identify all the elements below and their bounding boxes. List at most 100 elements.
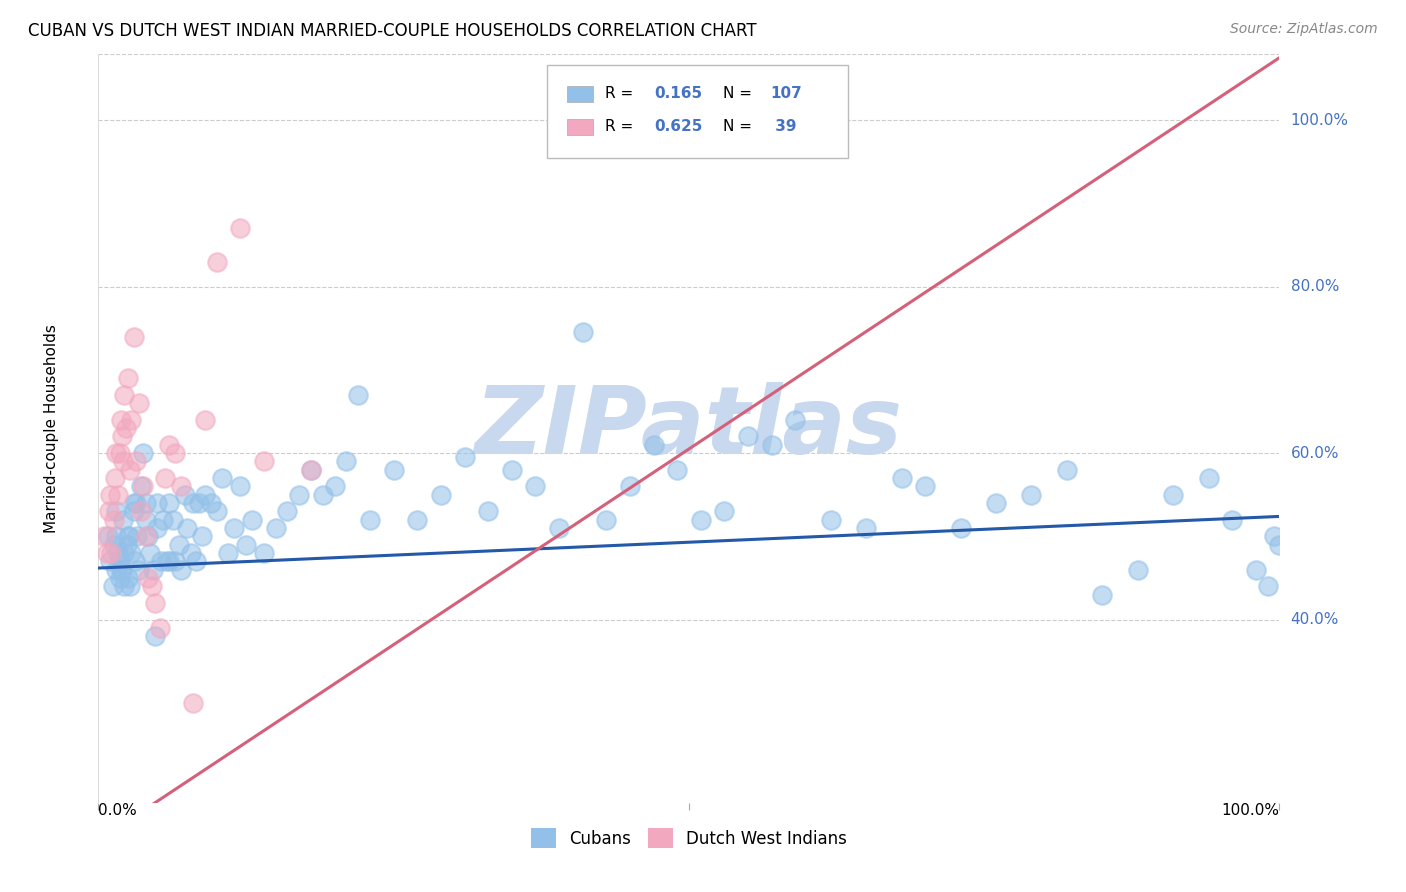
Text: N =: N =	[723, 87, 756, 102]
Text: CUBAN VS DUTCH WEST INDIAN MARRIED-COUPLE HOUSEHOLDS CORRELATION CHART: CUBAN VS DUTCH WEST INDIAN MARRIED-COUPL…	[28, 22, 756, 40]
Point	[288, 488, 311, 502]
Point	[105, 529, 128, 543]
Point	[359, 513, 381, 527]
Point	[110, 563, 132, 577]
Point	[785, 413, 807, 427]
Point	[146, 521, 169, 535]
Text: 0.0%: 0.0%	[98, 803, 138, 818]
Point	[713, 504, 735, 518]
Point	[1220, 513, 1243, 527]
Text: N =: N =	[723, 120, 756, 135]
Text: Source: ZipAtlas.com: Source: ZipAtlas.com	[1230, 22, 1378, 37]
Point	[157, 438, 180, 452]
Text: 0.165: 0.165	[655, 87, 703, 102]
Point	[477, 504, 499, 518]
Point	[186, 554, 208, 568]
Point	[117, 371, 139, 385]
Point	[150, 554, 173, 568]
Point	[1257, 579, 1279, 593]
Point	[382, 463, 405, 477]
Text: R =: R =	[605, 120, 638, 135]
Point	[107, 546, 129, 560]
Point	[149, 621, 172, 635]
Point	[153, 471, 176, 485]
Point	[103, 513, 125, 527]
Point	[125, 454, 148, 468]
Point	[643, 438, 665, 452]
Text: R =: R =	[605, 87, 638, 102]
Point	[984, 496, 1007, 510]
Point	[107, 488, 129, 502]
Point	[129, 504, 152, 518]
Point	[1244, 563, 1267, 577]
Point	[98, 488, 121, 502]
Legend: Cubans, Dutch West Indians: Cubans, Dutch West Indians	[524, 822, 853, 855]
Point	[117, 571, 139, 585]
Point	[143, 596, 166, 610]
Text: 0.625: 0.625	[655, 120, 703, 135]
Point	[253, 546, 276, 560]
Point	[1263, 529, 1285, 543]
Point	[98, 554, 121, 568]
Point	[276, 504, 298, 518]
Point	[117, 529, 139, 543]
Point	[120, 463, 142, 477]
Point	[129, 479, 152, 493]
Point	[191, 529, 214, 543]
Point	[136, 529, 159, 543]
Point	[165, 446, 187, 460]
Text: 100.0%: 100.0%	[1222, 803, 1279, 818]
Point	[335, 454, 357, 468]
Point	[229, 479, 252, 493]
Point	[122, 504, 145, 518]
Point	[453, 450, 475, 465]
Point	[136, 571, 159, 585]
Point	[914, 479, 936, 493]
Point	[761, 438, 783, 452]
Point	[1056, 463, 1078, 477]
Point	[264, 521, 287, 535]
Point	[167, 538, 190, 552]
Point	[100, 546, 122, 560]
Point	[118, 529, 141, 543]
Point	[111, 563, 134, 577]
Text: 80.0%: 80.0%	[1291, 279, 1339, 294]
Point	[176, 521, 198, 535]
Point	[93, 529, 115, 543]
Point	[108, 554, 131, 568]
FancyBboxPatch shape	[547, 65, 848, 159]
Point	[430, 488, 453, 502]
Point	[571, 326, 593, 340]
Point	[97, 529, 120, 543]
Text: Married-couple Households: Married-couple Households	[44, 324, 59, 533]
Point	[122, 329, 145, 343]
Bar	[567, 119, 593, 136]
Point	[595, 513, 617, 527]
Text: ZIPatlas: ZIPatlas	[475, 382, 903, 475]
Point	[110, 413, 132, 427]
Point	[299, 463, 322, 477]
Point	[689, 513, 711, 527]
Point	[112, 454, 135, 468]
Text: 39: 39	[770, 120, 797, 135]
Point	[678, 96, 700, 111]
Point	[114, 421, 136, 435]
Point	[132, 479, 155, 493]
Point	[121, 413, 143, 427]
Point	[96, 546, 118, 560]
Point	[323, 479, 346, 493]
Point	[108, 571, 131, 585]
Point	[890, 471, 912, 485]
Point	[1091, 588, 1114, 602]
Point	[165, 554, 187, 568]
Point	[146, 496, 169, 510]
Point	[1198, 471, 1220, 485]
Point	[194, 488, 217, 502]
Point	[162, 513, 184, 527]
Text: 107: 107	[770, 87, 803, 102]
Point	[173, 488, 195, 502]
Point	[135, 496, 157, 510]
Point	[205, 504, 228, 518]
Point	[180, 546, 202, 560]
Point	[127, 529, 149, 543]
